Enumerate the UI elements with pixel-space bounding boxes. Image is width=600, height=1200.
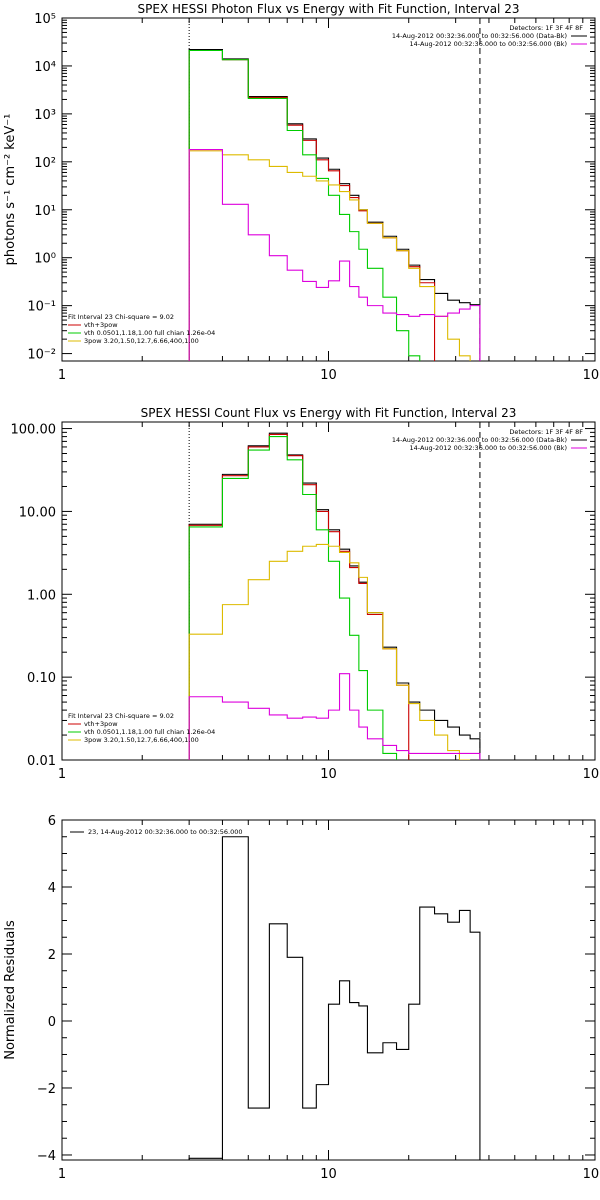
y-tick-label: 0.01 (27, 754, 56, 769)
plot-frame (61, 819, 596, 1161)
x-tick-label: 100 (583, 368, 600, 383)
series-line-vth (188, 436, 398, 760)
series-line-bk (188, 673, 481, 760)
y-tick-label: 10.00 (19, 505, 56, 520)
legend-entry: vth+3pow (84, 321, 118, 329)
x-tick-label: 1 (58, 368, 66, 383)
legend-entry: 14-Aug-2012 00:32:36.000 to 00:32:56.000… (392, 32, 567, 40)
y-tick-label: 10⁻² (27, 348, 56, 363)
y-tick-label: 0.10 (27, 671, 56, 686)
x-tick-label: 100 (583, 1167, 600, 1182)
chart-title: SPEX HESSI Photon Flux vs Energy with Fi… (138, 2, 520, 16)
series-line-data-bk (188, 48, 481, 361)
chart-title: SPEX HESSI Count Flux vs Energy with Fit… (141, 406, 517, 420)
y-tick-label: 10¹ (34, 204, 56, 219)
y-tick-label: 10³ (34, 108, 56, 123)
chart-1: SPEX HESSI Photon Flux vs Energy with Fi… (3, 2, 600, 383)
y-tick-label: 100.00 (11, 423, 57, 438)
plot-frame (61, 421, 596, 761)
y-tick-label: 4 (48, 881, 56, 896)
series-line-3pow (188, 543, 471, 760)
x-tick-label: 100 (583, 767, 600, 782)
chart-2: SPEX HESSI Count Flux vs Energy with Fit… (11, 406, 600, 782)
legend-entry: vth 0.0501,1.18,1.00 full chian 1.26e-04 (84, 728, 215, 736)
legend-entry: Detectors: 1F 3F 4F 8F (509, 24, 583, 32)
series-line-vth (188, 49, 421, 361)
x-tick-label: 1 (58, 1167, 66, 1182)
y-tick-label: 10⁰ (34, 252, 56, 267)
legend-entry: vth 0.0501,1.18,1.00 full chian 1.26e-04 (84, 329, 215, 337)
x-tick-label: 10 (320, 1167, 337, 1182)
chart-3: Normalized Residuals 1 10 100 −4 −2 0 2 4 6 23, 14… (3, 814, 600, 1182)
legend-entry: 14-Aug-2012 00:32:36.000 to 00:32:56.000… (392, 436, 567, 444)
legend-entry: Fit Interval 23 Chi-square = 9.02 (68, 313, 174, 321)
y-tick-label: −2 (37, 1082, 56, 1097)
y-ticks (62, 819, 595, 1156)
legend-entry: Detectors: 1F 3F 4F 8F (509, 428, 583, 436)
y-axis-label: Normalized Residuals (3, 920, 18, 1060)
x-ticks (61, 18, 584, 361)
y-tick-label: 2 (48, 948, 56, 963)
legend-entry: vth+3pow (84, 720, 118, 728)
y-ticks (62, 428, 595, 761)
y-ticks (62, 17, 595, 355)
x-tick-label: 10 (320, 767, 337, 782)
x-ticks (61, 422, 584, 760)
y-tick-label: −4 (37, 1149, 56, 1164)
legend-entry: 3pow 3.20,1.50,12.7,6.66,400,1.00 (84, 736, 199, 744)
x-tick-label: 10 (320, 368, 337, 383)
series-line-residuals (188, 836, 481, 1160)
y-tick-label: 6 (48, 814, 56, 829)
y-tick-label: 10⁻¹ (27, 300, 56, 315)
y-tick-label: 0 (48, 1015, 56, 1030)
y-tick-label: 10⁴ (34, 60, 56, 75)
legend-entry: 14-Aug-2012 00:32:36.000 to 00:32:56.000… (410, 444, 567, 452)
y-axis-label: photons s⁻¹ cm⁻² keV⁻¹ (3, 114, 18, 266)
y-tick-label: 10² (34, 156, 56, 171)
x-ticks (61, 820, 584, 1160)
legend-entry: 3pow 3.20,1.50,12.7,6.66,400,1.00 (84, 337, 199, 345)
series-line-3pow (188, 150, 471, 361)
legend-entry: 23, 14-Aug-2012 00:32:36.000 to 00:32:56… (88, 828, 243, 836)
series-line-data-bk (188, 432, 481, 760)
legend-entry: 14-Aug-2012 00:32:36.000 to 00:32:56.000… (410, 40, 567, 48)
x-tick-label: 1 (58, 767, 66, 782)
y-tick-label: 1.00 (27, 588, 56, 603)
y-tick-label: 10⁵ (34, 12, 56, 27)
legend-entry: Fit Interval 23 Chi-square = 9.02 (68, 712, 174, 720)
series-line-bk (188, 149, 481, 361)
